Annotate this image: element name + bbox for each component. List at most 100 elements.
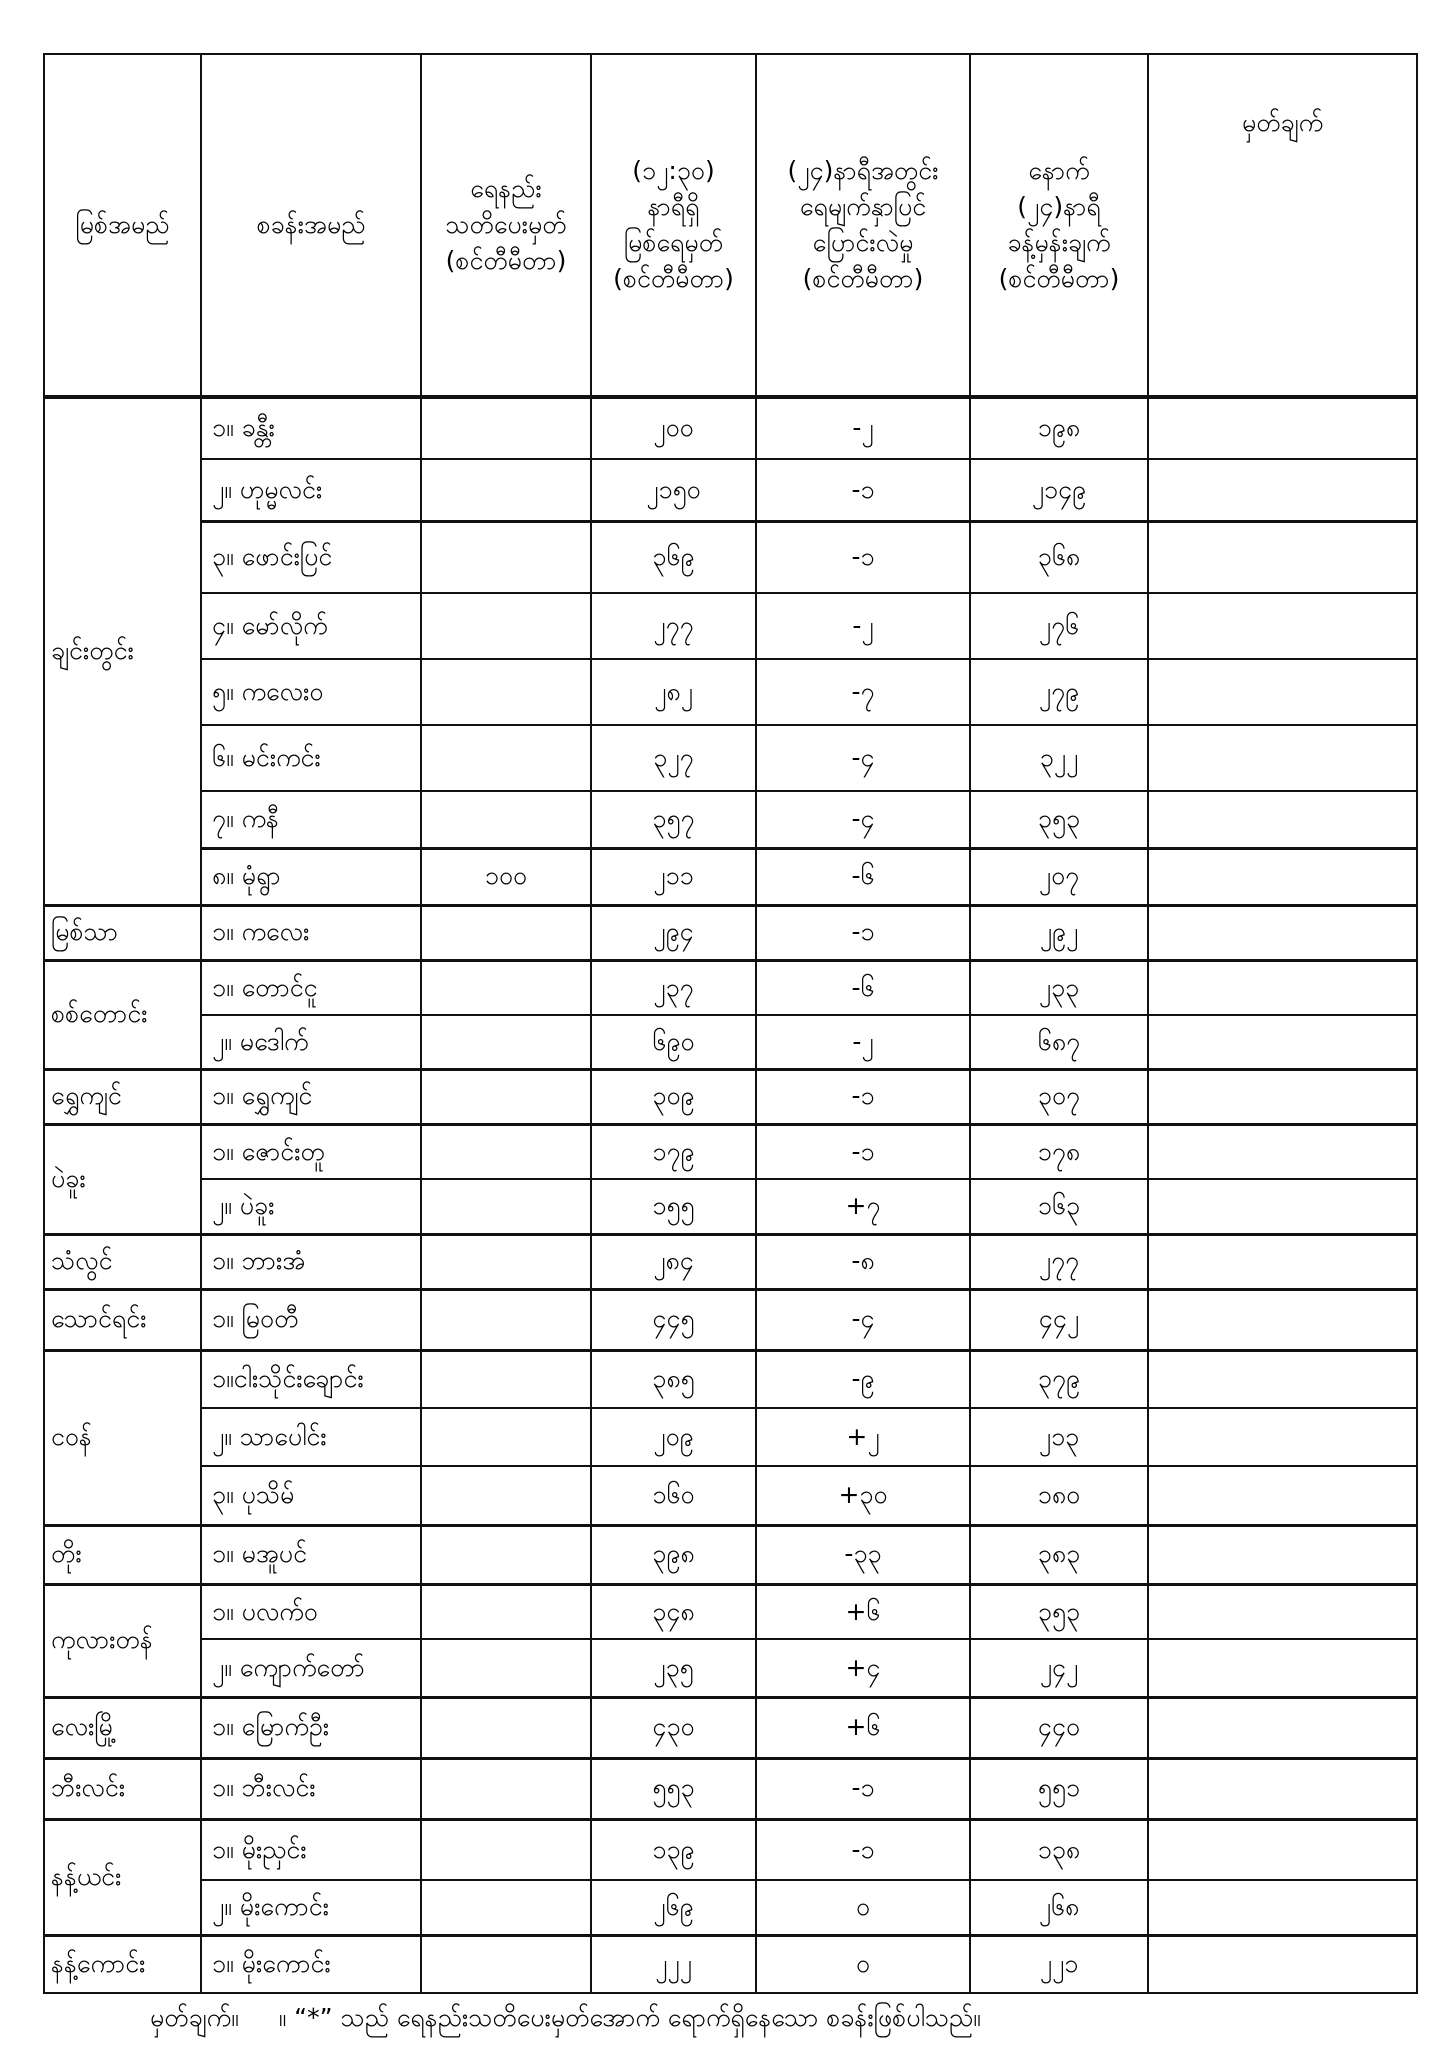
- water-level-value: ၄၄၅: [590, 1288, 757, 1351]
- table-row: ချင်းတွင်း ၁။ ခန္တီး ၂၀၀ -၂ ၁၉၈: [43, 396, 1418, 906]
- change-value: -၁: [755, 904, 971, 961]
- low-warning-value: [420, 520, 592, 594]
- station-name: ၁။ မြောက်ဦး: [200, 1696, 422, 1759]
- forecast-value: ၅၅၁: [969, 1757, 1149, 1820]
- low-warning-value: [420, 1068, 592, 1125]
- remarks-cell: [1147, 904, 1418, 961]
- low-warning-value: [420, 1465, 592, 1526]
- low-warning-value: [420, 1349, 592, 1409]
- forecast-value: ၂၇၇: [969, 1233, 1149, 1290]
- table-row: လေးမြို့ ၁။ မြောက်ဦး ၄၃၀ +၆ ၄၄၀: [43, 1696, 1418, 1759]
- header-level-now: (၁၂:၃၀) နာရီရှိ မြစ်ရေမှတ် (စင်တီမီတာ): [590, 53, 757, 398]
- table-row: ၆။ မင်းကင်း ၃၂၇ -၄ ၃၂၂: [44, 724, 1418, 792]
- forecast-value: ၆၈၇: [969, 1014, 1149, 1070]
- remarks-cell: [1147, 1233, 1418, 1290]
- table-row: ၂။ မိုးကောင်း ၂၆၉၀၂၆၈: [44, 1879, 1418, 1936]
- header-change-24h: (၂၄)နာရီအတွင်း ရေမျက်နှာပြင် ပြောင်းလဲမှ…: [755, 53, 971, 398]
- change-value: +၄: [755, 1638, 971, 1698]
- header-station: စခန်းအမည်: [200, 53, 422, 398]
- remarks-cell: [1147, 1879, 1418, 1936]
- remarks-cell: [1147, 1068, 1418, 1125]
- remarks-cell: [1147, 520, 1418, 594]
- station-name: ၁။ ကလေး: [200, 904, 422, 961]
- water-level-value: ၃၉၈: [590, 1524, 757, 1585]
- forecast-value: ၁၈၀: [969, 1465, 1149, 1526]
- low-warning-value: [420, 1288, 592, 1351]
- forecast-value: ၂၁၄၉: [969, 458, 1149, 522]
- change-value: -၆: [755, 959, 971, 1016]
- change-value: -၂: [755, 1014, 971, 1070]
- change-value: -၄: [755, 1288, 971, 1351]
- station-name: ၁။ မိုးညှင်း: [200, 1818, 422, 1881]
- low-warning-value: [420, 396, 592, 460]
- header-line: နောက်: [1028, 155, 1090, 185]
- table-row: ၄။ မော်လိုက် ၂၇၇ -၂ ၂၇၆: [44, 592, 1418, 660]
- header-line: နာရီရှိ: [647, 191, 700, 221]
- remarks-cell: [1147, 1349, 1418, 1409]
- low-warning-value: [420, 724, 592, 792]
- change-value: -၂: [755, 396, 971, 460]
- header-river: မြစ်အမည်: [43, 53, 202, 398]
- change-value: +၂: [755, 1407, 971, 1467]
- remarks-cell: [1147, 1934, 1418, 1994]
- header-line: ခန့်မှန်းချက်: [1007, 228, 1111, 257]
- table-row: ၃။ ပုသိမ် ၁၆၀ +၃၀ ၁၈၀: [44, 1465, 1418, 1526]
- forecast-value: ၃၆၈: [969, 520, 1149, 594]
- river-name: တိုး: [43, 1524, 202, 1585]
- table-row: ၂။ ပဲခူး ၁၅၅ +၇ ၁၆၃: [44, 1178, 1418, 1235]
- low-warning-value: [420, 592, 592, 660]
- header-line: (စင်တီမီတာ): [445, 246, 567, 276]
- river-name: လေးမြို့: [43, 1696, 202, 1759]
- forecast-value: ၂၇၉: [969, 658, 1149, 726]
- forecast-value: ၁၃၈: [969, 1818, 1149, 1881]
- river-name: နန့်ယင်း: [43, 1818, 202, 1936]
- remarks-cell: [1147, 724, 1418, 792]
- table-row: ၂။ ဟုမ္မလင်း ၂၁၅၀ -၁ ၂၁၄၉: [44, 458, 1418, 522]
- table-row: တိုး ၁။ မအူပင် ၃၉၈ -၃၃ ၃၈၃: [43, 1524, 1418, 1585]
- water-level-value: ၂၈၂: [590, 658, 757, 726]
- forecast-value: ၂၁၃: [969, 1407, 1149, 1467]
- change-value: -၁: [755, 1123, 971, 1180]
- remarks-cell: [1147, 1583, 1418, 1640]
- table-row: ငဝန် ၁။ငါးသိုင်းချောင်း ၃၈၅ -၉ ၃၇၉: [43, 1349, 1418, 1526]
- river-name: ချင်းတွင်း: [43, 396, 202, 906]
- forecast-value: ၂၄၂: [969, 1638, 1149, 1698]
- remarks-cell: [1147, 847, 1418, 906]
- header-line: မြစ်ရေမှတ်: [623, 228, 724, 257]
- water-level-value: ၆၉၀: [590, 1014, 757, 1070]
- change-value: -၈: [755, 1233, 971, 1290]
- station-name: ၁။ ဘားအံ: [200, 1233, 422, 1290]
- river-name: သံလွင်: [43, 1233, 202, 1290]
- header-remarks: မှတ်ချက်: [1147, 53, 1418, 398]
- water-level-value: ၂၈၄: [590, 1233, 757, 1290]
- forecast-value: ၃၂၂: [969, 724, 1149, 792]
- header-line: (စင်တီမီတာ): [998, 264, 1120, 294]
- table-row: နန့်ယင်း ၁။ မိုးညှင်း ၁၃၉ -၁ ၁၃၈: [43, 1818, 1418, 1936]
- river-name: နန့်ကောင်း: [43, 1934, 202, 1994]
- table-row: သံလွင် ၁။ ဘားအံ ၂၈၄ -၈ ၂၇၇: [43, 1233, 1418, 1290]
- river-name: သောင်ရင်း: [43, 1288, 202, 1351]
- water-level-value: ၂၂၂: [590, 1934, 757, 1994]
- change-value: -၃၃: [755, 1524, 971, 1585]
- water-level-value: ၂၆၉: [590, 1879, 757, 1936]
- change-value: -၇: [755, 658, 971, 726]
- remarks-cell: [1147, 458, 1418, 522]
- remarks-cell: [1147, 1818, 1418, 1881]
- forecast-value: ၃၅၃: [969, 1583, 1149, 1640]
- station-name: ၁။ တောင်ငူ: [200, 959, 422, 1016]
- river-name: မြစ်သာ: [43, 904, 202, 961]
- low-warning-value: [420, 790, 592, 849]
- station-name: ၇။ ကနီ: [200, 790, 422, 849]
- change-value: -၁: [755, 520, 971, 594]
- low-warning-value: [420, 1524, 592, 1585]
- change-value: -၂: [755, 592, 971, 660]
- forecast-value: ၂၀၇: [969, 847, 1149, 906]
- river-name: ရွှေကျင်: [43, 1068, 202, 1125]
- water-level-value: ၁၃၉: [590, 1818, 757, 1881]
- low-warning-value: [420, 1178, 592, 1235]
- river-level-table: မြစ်အမည် စခန်းအမည် ရေနည်း သတိပေးမှတ် (စင…: [43, 53, 1418, 1994]
- water-level-value: ၁၅၅: [590, 1178, 757, 1235]
- forecast-value: ၂၉၂: [969, 904, 1149, 961]
- change-value: -၁: [755, 1818, 971, 1881]
- change-value: +၆: [755, 1696, 971, 1759]
